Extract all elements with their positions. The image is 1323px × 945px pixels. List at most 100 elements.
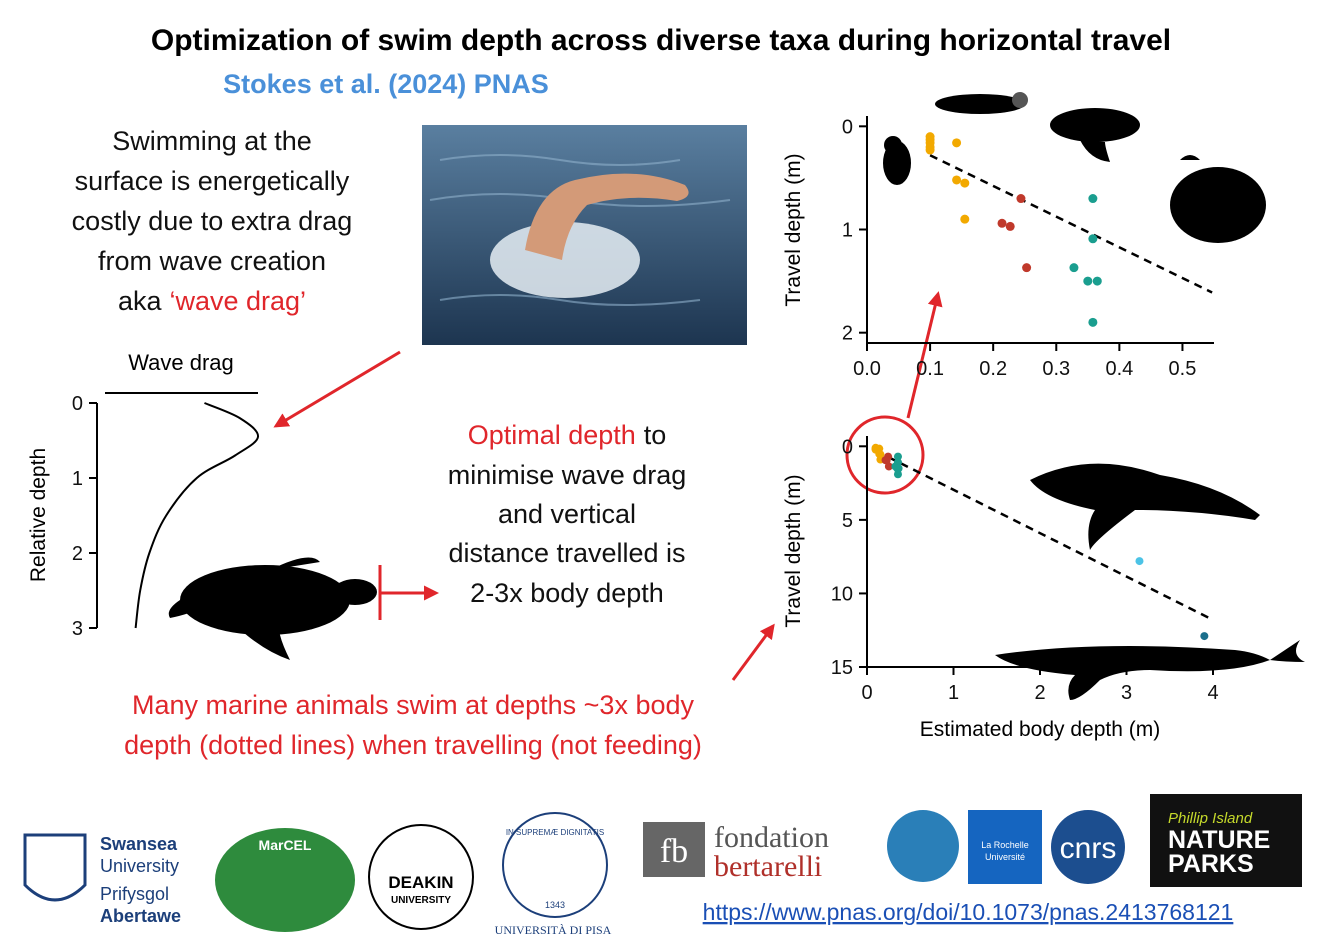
logo-marcel	[215, 828, 355, 932]
finding-text: Many marine animals swim at depths ~3x b…	[124, 690, 702, 760]
point	[1083, 276, 1093, 286]
logo-text: University	[100, 856, 179, 876]
x-axis-label: Estimated body depth (m)	[920, 718, 1160, 741]
x-tick-label: 0.4	[1105, 358, 1133, 380]
logo-shield	[23, 833, 87, 902]
optimal-line: Optimal depth to	[468, 420, 667, 450]
logo-text: UNIVERSITY	[391, 895, 451, 906]
y-axis-label: Relative depth	[27, 448, 50, 582]
point	[1022, 263, 1032, 273]
point	[997, 218, 1007, 228]
link[interactable]: https://www.pnas.org/doi/10.1073/pnas.24…	[703, 899, 1234, 925]
point	[1092, 276, 1102, 286]
y-tick-label: 0	[842, 436, 853, 458]
finding-line: depth (dotted lines) when travelling (no…	[124, 730, 702, 760]
logo-pisa	[502, 812, 608, 918]
y-axis-label: Travel depth (m)	[782, 153, 805, 306]
logo-text: UNIVERSITÀ DI PISA	[495, 923, 612, 937]
point	[1088, 317, 1098, 327]
logo-text: Université	[985, 852, 1025, 862]
y-tick-label: 15	[831, 657, 853, 679]
intro-line: surface is energetically	[75, 166, 350, 196]
x-tick-label: 1	[948, 682, 959, 704]
arrow	[273, 291, 943, 681]
y-tick-label: 0	[72, 393, 83, 415]
logo-text: 1343	[545, 900, 565, 910]
x-tick-label: 0.5	[1169, 358, 1197, 380]
logo-text: Phillip Island	[1168, 810, 1253, 827]
turtle-silhouette	[168, 557, 377, 660]
logo-text: bertarelli	[714, 850, 822, 883]
point	[884, 462, 893, 471]
chart-title: Wave drag	[128, 350, 234, 375]
logo-text: NATURE	[1168, 826, 1270, 854]
intro-line: aka ‘wave drag’	[118, 286, 306, 316]
logo-text: DEAKIN	[388, 873, 453, 892]
x-tick-label: 0.2	[979, 358, 1007, 380]
logo-box	[643, 822, 705, 877]
drag-curve	[134, 402, 259, 629]
optimal-line: to	[644, 420, 667, 450]
optimal-text: Optimal depth to minimise wave drag and v…	[448, 420, 687, 608]
intro-line: aka	[118, 286, 163, 316]
point	[894, 464, 903, 473]
y-tick-label: 2	[842, 323, 853, 345]
point	[1069, 263, 1079, 273]
x-tick-label: 0.0	[853, 358, 881, 380]
point	[1088, 194, 1098, 204]
x-tick-label: 0.3	[1042, 358, 1070, 380]
point	[1016, 194, 1026, 204]
intro-line: costly due to extra drag	[72, 206, 353, 236]
swimmer-photo	[422, 125, 747, 345]
intro-text: Swimming at the surface is energetically…	[72, 126, 353, 316]
point	[960, 178, 970, 188]
point	[925, 145, 935, 155]
logo-box	[1150, 794, 1302, 887]
point	[952, 138, 962, 148]
y-tick-label: 1	[72, 468, 83, 490]
x-tick-label: 0.1	[916, 358, 944, 380]
logo-text: MarCEL	[259, 837, 312, 853]
title: Optimization of swim depth across divers…	[151, 24, 1171, 57]
y-tick-label: 1	[842, 220, 853, 242]
optimal-line: minimise wave drag	[448, 460, 687, 490]
point	[952, 175, 962, 185]
highlight-circle	[845, 415, 925, 495]
finding-line: Many marine animals swim at depths ~3x b…	[132, 690, 695, 720]
highlight: Optimal depth	[468, 420, 636, 450]
point	[1135, 557, 1144, 566]
logo-text: La Rochelle	[981, 840, 1029, 850]
logo-text: Swansea	[100, 834, 178, 854]
fit-line	[929, 154, 1213, 294]
logo-deakin	[368, 824, 474, 930]
optimal-line: and vertical	[498, 499, 636, 529]
logo-box	[968, 810, 1042, 884]
optimal-line: 2-3x body depth	[470, 578, 664, 608]
y-axis-label: Travel depth (m)	[782, 474, 805, 627]
x-tick-label: 2	[1034, 682, 1045, 704]
y-tick-label: 3	[72, 618, 83, 640]
logo-globe	[887, 810, 959, 882]
point	[1200, 632, 1209, 641]
x-tick-label: 0	[861, 682, 872, 704]
logo-cnrs	[1051, 810, 1125, 884]
y-tick-label: 5	[842, 510, 853, 532]
intro-line: Swimming at the	[112, 126, 312, 156]
point	[893, 470, 902, 479]
y-tick-label: 2	[72, 543, 83, 565]
point	[1005, 221, 1015, 231]
highlight: ‘wave drag’	[169, 286, 306, 316]
logo-text: cnrs	[1060, 832, 1117, 865]
logo-text: Prifysgol	[100, 884, 169, 904]
x-tick-label: 3	[1121, 682, 1132, 704]
logos: Swansea University Prifysgol Abertawe Ma…	[23, 794, 1302, 937]
logo-text: fb	[660, 833, 688, 870]
point	[960, 214, 970, 224]
fit-line	[875, 449, 1214, 622]
logo-text: PARKS	[1168, 850, 1254, 878]
animal-silhouettes	[883, 92, 1305, 700]
y-tick-label: 0	[842, 116, 853, 138]
x-tick-label: 4	[1207, 682, 1218, 704]
